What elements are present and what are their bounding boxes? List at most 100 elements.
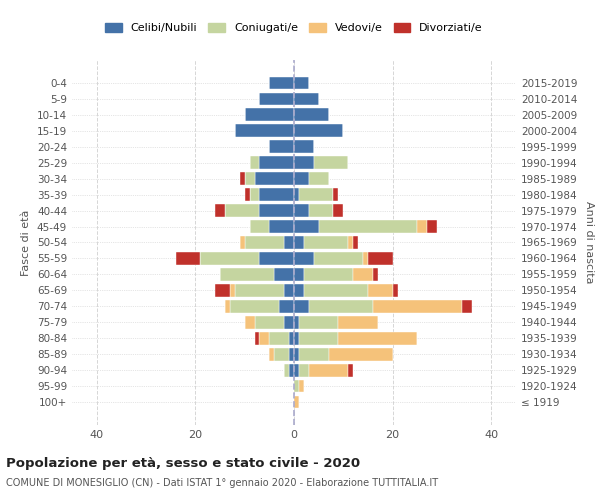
Bar (427, 220, 437, 233)
Bar (215, 204, 225, 217)
Bar (269, 332, 289, 344)
Text: Popolazione per età, sesso e stato civile - 2020: Popolazione per età, sesso e stato civil… (6, 458, 360, 470)
Bar (294, 204, 309, 217)
Bar (314, 156, 348, 169)
Bar (329, 348, 392, 360)
Bar (294, 92, 319, 106)
Bar (250, 156, 259, 169)
Bar (309, 364, 348, 376)
Legend: Celibi/Nubili, Coniugati/e, Vedovi/e, Divorziati/e: Celibi/Nubili, Coniugati/e, Vedovi/e, Di… (101, 18, 487, 38)
Bar (309, 300, 373, 312)
Bar (348, 236, 353, 249)
Bar (230, 300, 279, 312)
Bar (373, 268, 378, 281)
Bar (309, 172, 329, 185)
Bar (314, 252, 363, 265)
Bar (225, 204, 259, 217)
Bar (294, 172, 309, 185)
Bar (279, 300, 294, 312)
Bar (284, 284, 294, 296)
Bar (269, 140, 294, 153)
Bar (254, 172, 294, 185)
Bar (338, 316, 378, 328)
Bar (334, 188, 338, 201)
Bar (353, 236, 358, 249)
Bar (245, 316, 254, 328)
Bar (294, 380, 299, 392)
Bar (289, 364, 294, 376)
Bar (284, 364, 289, 376)
Bar (294, 364, 299, 376)
Bar (299, 348, 329, 360)
Bar (254, 332, 259, 344)
Bar (353, 268, 373, 281)
Bar (304, 284, 368, 296)
Bar (284, 236, 294, 249)
Bar (309, 204, 334, 217)
Bar (338, 332, 418, 344)
Bar (299, 332, 338, 344)
Bar (289, 332, 294, 344)
Bar (368, 284, 392, 296)
Bar (294, 396, 299, 408)
Bar (269, 220, 294, 233)
Bar (240, 236, 245, 249)
Bar (294, 236, 304, 249)
Bar (294, 268, 304, 281)
Bar (250, 220, 269, 233)
Bar (294, 348, 299, 360)
Bar (259, 332, 269, 344)
Bar (392, 284, 398, 296)
Bar (294, 220, 319, 233)
Bar (299, 380, 304, 392)
Bar (299, 188, 334, 201)
Bar (304, 268, 353, 281)
Bar (348, 364, 353, 376)
Bar (299, 316, 338, 328)
Bar (254, 316, 284, 328)
Bar (269, 76, 294, 90)
Bar (220, 268, 274, 281)
Bar (462, 300, 472, 312)
Bar (294, 156, 314, 169)
Bar (245, 108, 294, 122)
Bar (294, 252, 314, 265)
Bar (259, 188, 294, 201)
Bar (176, 252, 200, 265)
Bar (240, 172, 245, 185)
Bar (250, 188, 259, 201)
Bar (259, 156, 294, 169)
Bar (274, 348, 289, 360)
Bar (225, 300, 230, 312)
Bar (235, 124, 294, 137)
Bar (259, 204, 294, 217)
Bar (269, 348, 274, 360)
Bar (294, 300, 309, 312)
Bar (245, 236, 284, 249)
Bar (215, 284, 230, 296)
Bar (294, 124, 343, 137)
Bar (418, 220, 427, 233)
Bar (294, 188, 299, 201)
Y-axis label: Fasce di età: Fasce di età (22, 210, 31, 276)
Bar (334, 204, 343, 217)
Bar (319, 220, 418, 233)
Y-axis label: Anni di nascita: Anni di nascita (584, 201, 594, 284)
Bar (284, 316, 294, 328)
Bar (363, 252, 368, 265)
Bar (373, 300, 462, 312)
Bar (294, 332, 299, 344)
Bar (200, 252, 259, 265)
Bar (294, 76, 309, 90)
Bar (245, 188, 250, 201)
Bar (259, 92, 294, 106)
Bar (304, 236, 348, 249)
Bar (294, 108, 329, 122)
Bar (299, 364, 309, 376)
Bar (368, 252, 392, 265)
Bar (259, 252, 294, 265)
Bar (274, 268, 294, 281)
Bar (289, 348, 294, 360)
Bar (294, 284, 304, 296)
Bar (235, 284, 284, 296)
